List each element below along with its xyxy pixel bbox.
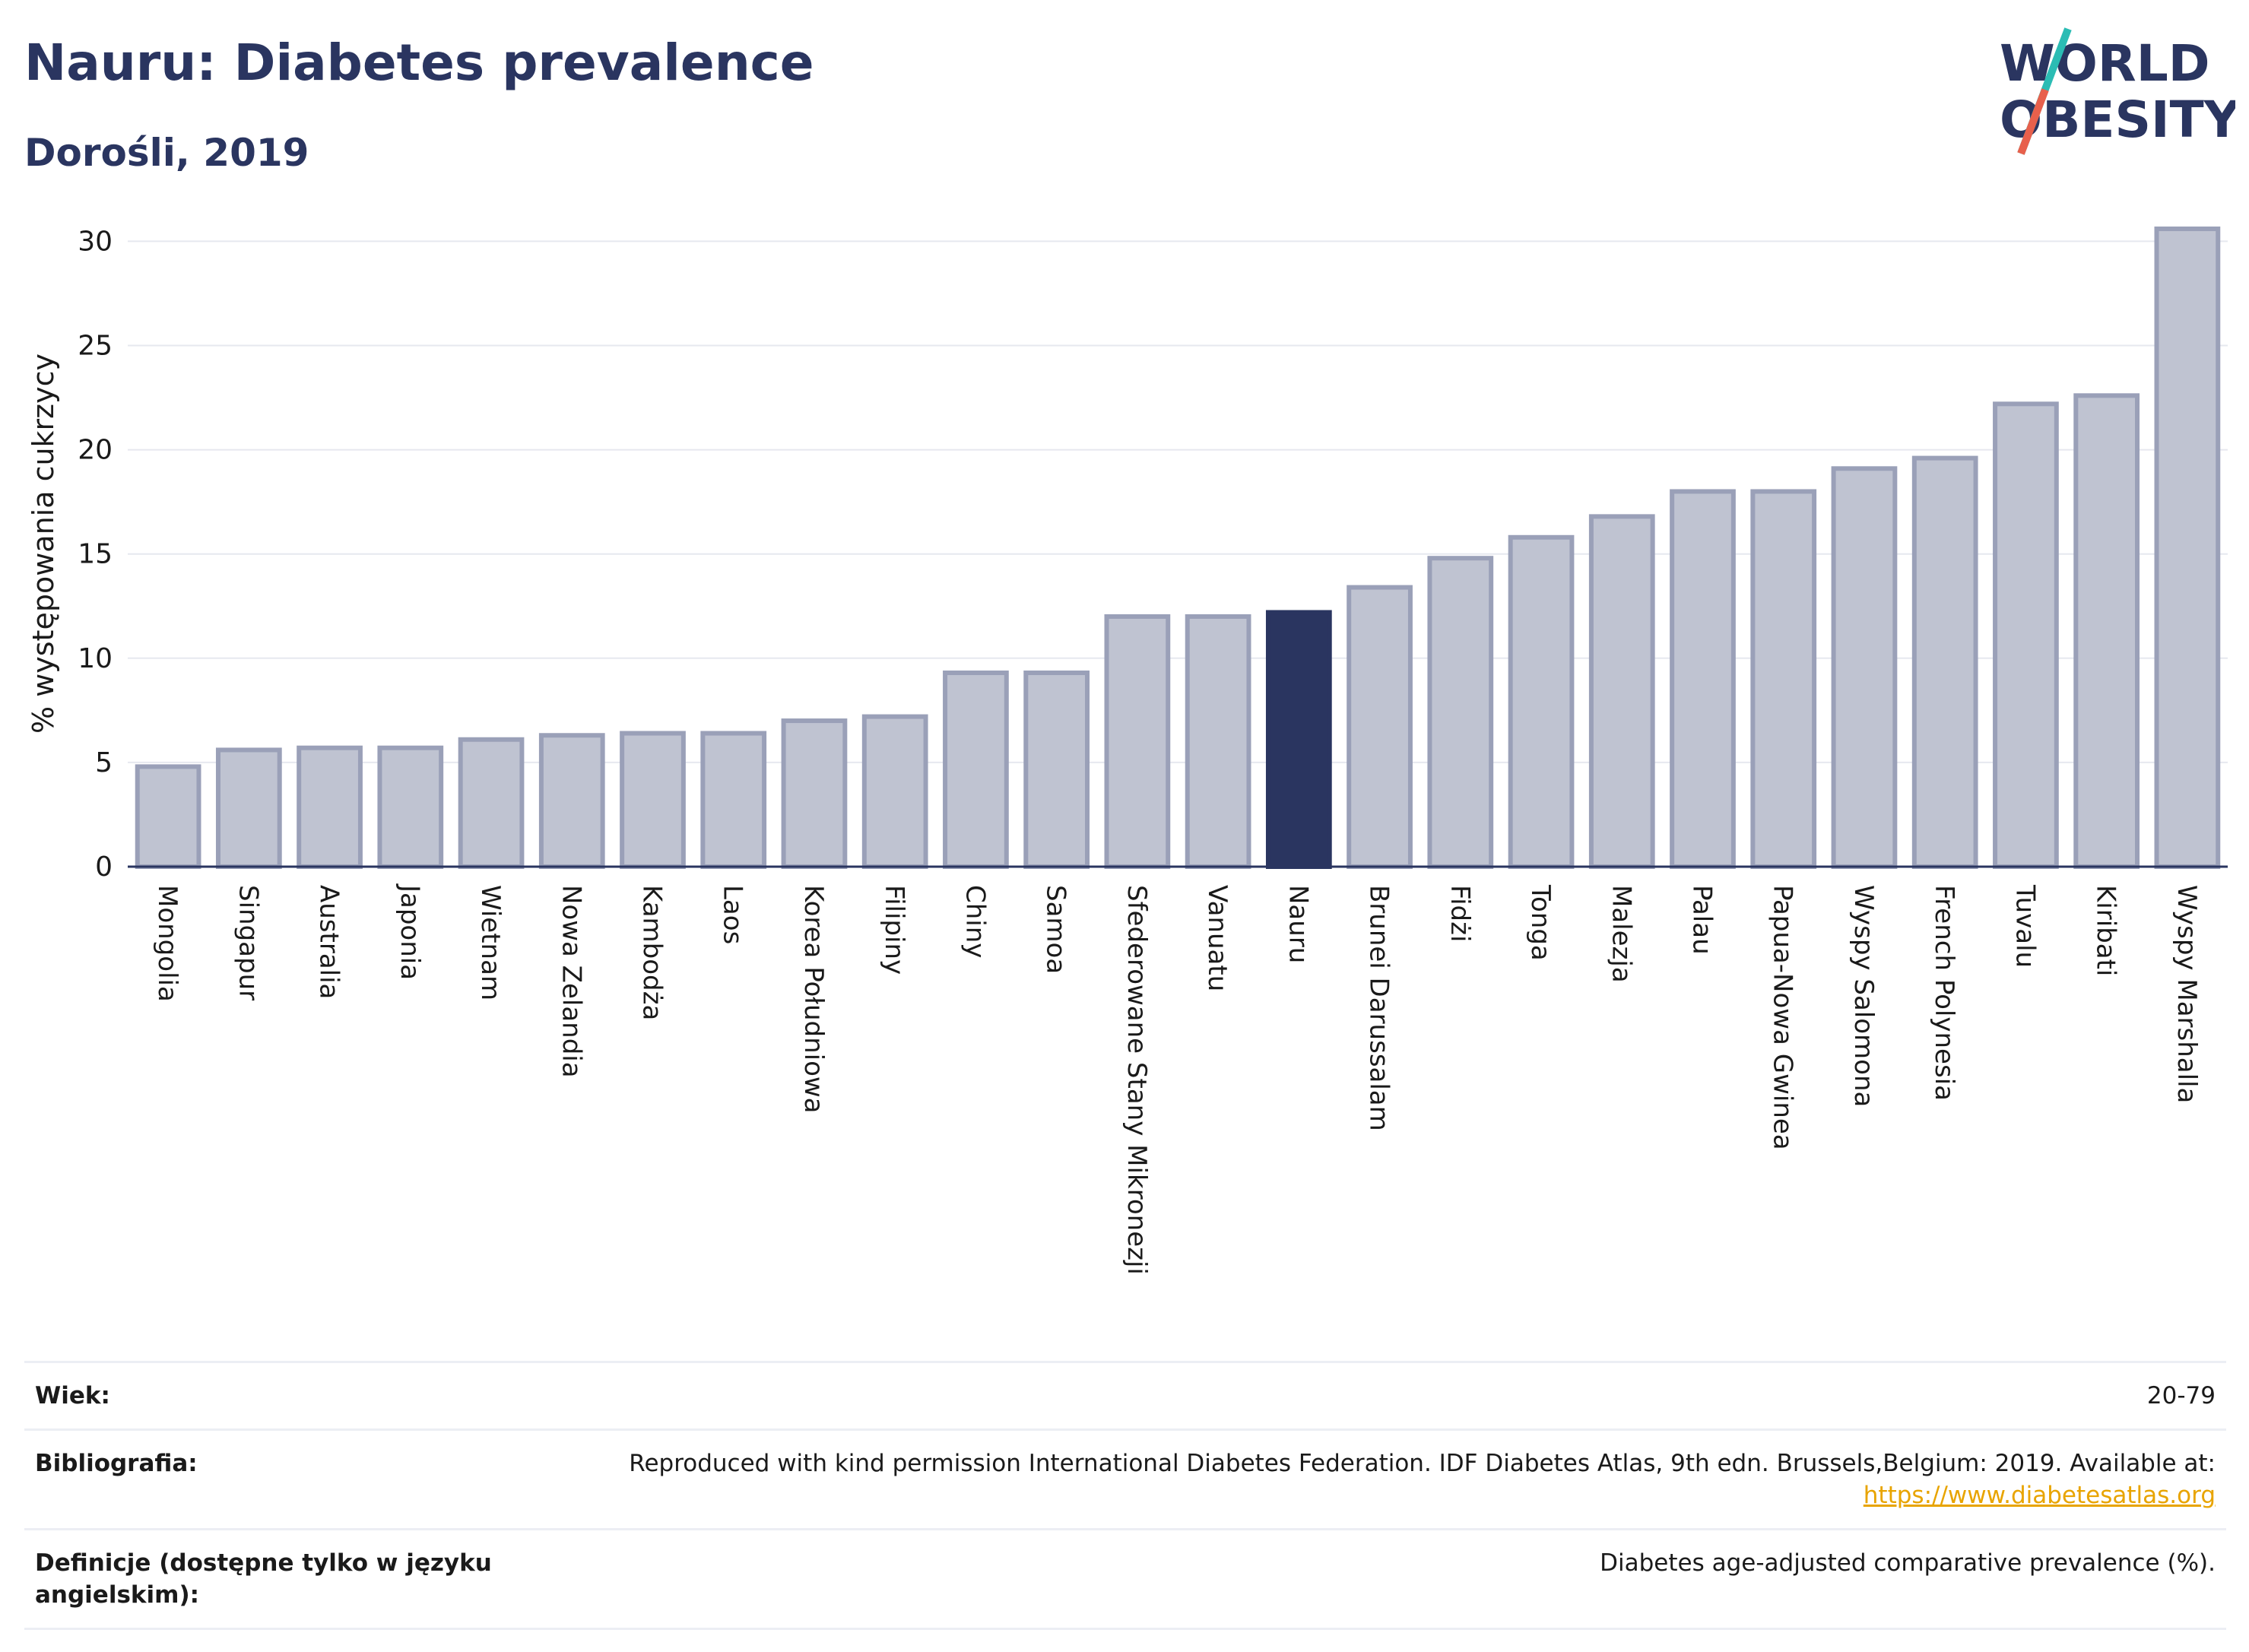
bar-kiribati[interactable] xyxy=(2073,393,2140,869)
chart-subtitle: Dorośli, 2019 xyxy=(24,131,309,175)
diabetes-atlas-link[interactable]: https://www.diabetesatlas.org xyxy=(1863,1482,2216,1509)
x-tick-label: Wyspy Marshalla xyxy=(2171,885,2202,1103)
x-tick-label: Nauru xyxy=(1283,885,1313,963)
meta-row-definition: Definicje (dostępne tylko w języku angie… xyxy=(24,1528,2226,1630)
bar-wietnam[interactable] xyxy=(458,737,525,870)
meta-row-bibliography: Bibliografia: Reproduced with kind permi… xyxy=(24,1428,2226,1528)
bar-wyspy-marshalla[interactable] xyxy=(2154,226,2221,870)
bar-wyspy-salomona[interactable] xyxy=(1831,466,1898,869)
x-tick-label: Vanuatu xyxy=(1202,885,1232,991)
y-tick-label: 30 xyxy=(78,226,113,257)
x-tick-label: Papua-Nowa Gwinea xyxy=(1768,885,1798,1150)
y-tick-label: 10 xyxy=(78,643,113,674)
x-tick-label: Fidżi xyxy=(1445,885,1475,942)
bar-french-polynesia[interactable] xyxy=(1911,455,1978,870)
bar-australia[interactable] xyxy=(297,745,363,869)
x-tick-label: Sfederowane Stany Mikronezji xyxy=(1121,885,1152,1275)
bar-chart: 0 5 10 15 20 25 30 Mongolia Singapur Australia Ja… xyxy=(27,226,2228,1275)
x-tick-label: Japonia xyxy=(395,883,425,980)
x-tick-label: Tonga xyxy=(1525,884,1556,961)
y-axis-ticks: 0 5 10 15 20 25 30 xyxy=(78,226,113,883)
x-axis-labels: Mongolia Singapur Australia Japonia Wietnam N… xyxy=(152,883,2202,1275)
bibliography-text: Reproduced with kind permission Internat… xyxy=(629,1450,2216,1477)
y-tick-label: 5 xyxy=(95,747,113,778)
x-tick-label: Chiny xyxy=(960,885,990,958)
bar-samoa[interactable] xyxy=(1023,671,1090,869)
bar-tuvalu[interactable] xyxy=(1993,401,2059,869)
x-tick-label: Malezja xyxy=(1606,885,1636,983)
bar-vanuatu[interactable] xyxy=(1185,614,1251,869)
x-tick-label: Kiribati xyxy=(2091,885,2121,976)
bar-chiny[interactable] xyxy=(943,671,1009,869)
x-tick-label: Australia xyxy=(314,885,344,999)
logo-line1: WORLD xyxy=(2000,34,2210,93)
meta-label: Bibliografia: xyxy=(35,1450,198,1477)
bar-japonia[interactable] xyxy=(377,745,444,869)
logo-slash-coral xyxy=(2017,88,2049,155)
x-tick-label: Tuvalu xyxy=(2010,884,2040,968)
metadata-table: Wiek: 20-79 Bibliografia: Reproduced wit… xyxy=(24,1361,2226,1630)
bar-fid-i[interactable] xyxy=(1427,556,1494,869)
meta-value: 20-79 xyxy=(2146,1382,2216,1409)
bar-sfederowane-stany-mikronezji[interactable] xyxy=(1104,614,1171,869)
x-tick-label: Samoa xyxy=(1041,885,1071,974)
bar-brunei-darussalam[interactable] xyxy=(1347,585,1413,869)
bar-laos[interactable] xyxy=(700,731,767,869)
x-tick-label: Filipiny xyxy=(879,885,909,975)
meta-row-age: Wiek: 20-79 xyxy=(24,1361,2226,1428)
y-axis-label: % występowania cukrzycy xyxy=(27,354,60,734)
x-tick-label: Wyspy Salomona xyxy=(1848,885,1879,1107)
x-tick-label: Wietnam xyxy=(475,885,506,1000)
bar-singapur[interactable] xyxy=(215,747,282,869)
y-tick-label: 25 xyxy=(78,331,113,362)
x-tick-label: Kambodża xyxy=(637,885,668,1020)
x-tick-label: Korea Południowa xyxy=(798,885,829,1114)
chart-title: Nauru: Diabetes prevalence xyxy=(24,33,814,92)
bar-nowa-zelandia[interactable] xyxy=(538,733,605,869)
meta-value: Diabetes age-adjusted comparative preval… xyxy=(1600,1549,2216,1577)
x-tick-label: French Polynesia xyxy=(1929,885,1959,1101)
bar-korea-po-udniowa[interactable] xyxy=(781,718,848,869)
bar-malezja[interactable] xyxy=(1588,514,1655,869)
y-tick-label: 20 xyxy=(78,435,113,466)
world-obesity-logo: WORLD OBESITY xyxy=(2000,27,2235,155)
y-tick-label: 15 xyxy=(78,539,113,570)
bar-mongolia[interactable] xyxy=(135,764,201,869)
meta-value: Reproduced with kind permission Internat… xyxy=(506,1447,2216,1511)
bar-kambod-a[interactable] xyxy=(620,731,686,869)
bars xyxy=(135,226,2221,870)
x-tick-label: Brunei Darussalam xyxy=(1364,885,1394,1131)
x-tick-label: Laos xyxy=(718,885,748,944)
x-tick-label: Palau xyxy=(1687,885,1718,955)
x-tick-label: Nowa Zelandia xyxy=(556,885,586,1078)
bar-tonga[interactable] xyxy=(1508,534,1575,869)
meta-label: Wiek: xyxy=(35,1382,110,1409)
meta-label: Definicje (dostępne tylko w języku angie… xyxy=(35,1549,492,1609)
x-tick-label: Singapur xyxy=(233,885,263,1000)
bar-papua-nowa-gwinea[interactable] xyxy=(1750,489,1817,869)
bar-filipiny[interactable] xyxy=(861,714,928,869)
bar-nauru[interactable] xyxy=(1265,610,1332,870)
bar-palau[interactable] xyxy=(1670,489,1736,869)
y-tick-label: 0 xyxy=(95,851,113,883)
x-tick-label: Mongolia xyxy=(152,885,182,1002)
